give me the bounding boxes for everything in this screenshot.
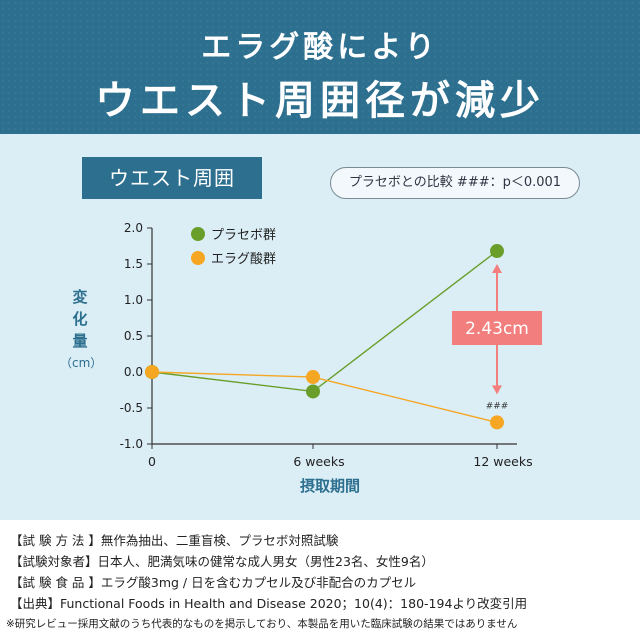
difference-arrow-head-down <box>492 385 502 395</box>
header-banner: エラグ酸により ウエスト周囲径が減少 <box>0 0 640 134</box>
y-tick-label: 0.0 <box>124 365 143 379</box>
y-tick-label: -1.0 <box>120 437 143 451</box>
legend-label-0: プラセボ群 <box>211 228 276 243</box>
chart-title-tag: ウエスト周囲 <box>82 157 262 199</box>
y-tick-label: 2.0 <box>124 221 143 235</box>
y-tick-label: -0.5 <box>120 401 143 415</box>
y-tick-label: 0.5 <box>124 329 143 343</box>
significance-mark: ### <box>486 401 509 411</box>
x-tick-label: 0 <box>148 454 156 469</box>
data-point-1-0 <box>145 365 159 379</box>
y-tick-label: 1.0 <box>124 293 143 307</box>
y-axis-label: 変 化 量 （cm） <box>60 286 103 374</box>
footer-row-source: 【出典】Functional Foods in Health and Disea… <box>10 596 528 611</box>
line-chart: 2.0 1.5 1.0 0.5 0.0 -0.5 -1.0 0 6 weeks 12 weeks プ… <box>120 221 542 469</box>
y-axis-label-char-2: 化 <box>72 310 88 328</box>
series-line-0 <box>151 250 498 393</box>
y-axis-label-char-3: 量 <box>72 332 88 350</box>
footer-row-method: 【試 験 方 法 】無作為抽出、二重盲検、プラセボ対照試験 <box>10 533 339 548</box>
x-tick-label: 6 weeks <box>293 454 344 469</box>
x-tick-label: 12 weeks <box>473 454 532 469</box>
data-point-1-2 <box>490 415 504 430</box>
legend-marker-0 <box>191 227 205 241</box>
footer-row-subjects: 【試験対象者】日本人、肥満気味の健常な成人男女（男性23名、女性9名） <box>10 554 434 569</box>
difference-callout-label: 2.43cm <box>465 319 529 339</box>
footer-disclaimer: ※研究レビュー採用文献のうち代表的なものを掲示しており、本製品を用いた臨床試験の… <box>6 618 518 630</box>
difference-callout-box <box>452 311 542 345</box>
footer-row-food: 【試 験 食 品 】エラグ酸3mg / 日を含むカプセル及び非配合のカプセル <box>10 575 417 590</box>
series-line-1 <box>151 371 498 424</box>
headline-line-2: ウエスト周囲径が減少 <box>95 78 545 124</box>
headline-line-1: エラグ酸により <box>201 30 439 65</box>
legend-label-1: エラグ酸群 <box>211 252 276 267</box>
data-point-1-1 <box>306 370 320 385</box>
study-info-footer: 【試 験 方 法 】無作為抽出、二重盲検、プラセボ対照試験 【試験対象者】日本人… <box>0 520 640 640</box>
data-point-0-2 <box>490 244 504 259</box>
legend-marker-1 <box>191 251 205 265</box>
significance-note: プラセボとの比較 ###：p＜0.001 <box>330 167 580 199</box>
difference-arrow-head-up <box>492 264 502 274</box>
y-axis-unit: （cm） <box>60 356 103 370</box>
x-axis-label: 摂取期間 <box>299 477 360 495</box>
y-tick-label: 1.5 <box>124 257 143 271</box>
chart-panel: ウエスト周囲 プラセボとの比較 ###：p＜0.001 変 化 量 （cm） 摂… <box>0 134 640 520</box>
data-point-0-1 <box>306 384 320 399</box>
y-axis-label-char-1: 変 <box>72 288 88 306</box>
